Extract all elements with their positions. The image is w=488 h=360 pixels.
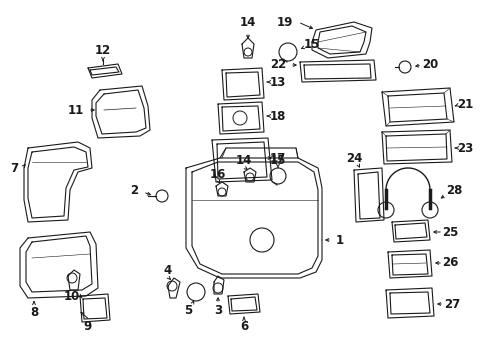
Text: 20: 20 [421,58,437,72]
Text: 3: 3 [214,303,222,316]
Text: 15: 15 [269,153,285,166]
Text: 5: 5 [183,303,192,316]
Text: 17: 17 [269,152,285,165]
Text: 12: 12 [95,44,111,57]
Text: 18: 18 [269,109,285,122]
Text: 22: 22 [269,58,285,72]
Text: 13: 13 [269,76,285,89]
Text: 14: 14 [235,153,252,166]
Text: 28: 28 [445,184,461,197]
Text: 21: 21 [456,99,472,112]
Text: 25: 25 [441,225,457,238]
Text: 24: 24 [345,152,362,165]
Text: 10: 10 [64,289,80,302]
Text: 27: 27 [443,297,459,310]
Text: 11: 11 [68,104,84,117]
Text: 6: 6 [240,320,247,333]
Text: 1: 1 [335,234,344,247]
Text: 23: 23 [456,141,472,154]
Text: 8: 8 [30,306,38,319]
Text: 9: 9 [84,320,92,333]
Text: 15: 15 [303,39,320,51]
Text: 4: 4 [163,264,172,276]
Text: 26: 26 [441,256,457,270]
Text: 14: 14 [239,15,256,28]
Text: 7: 7 [10,162,18,175]
Text: 16: 16 [209,167,226,180]
Text: 19: 19 [276,15,293,28]
Text: 2: 2 [130,184,138,197]
